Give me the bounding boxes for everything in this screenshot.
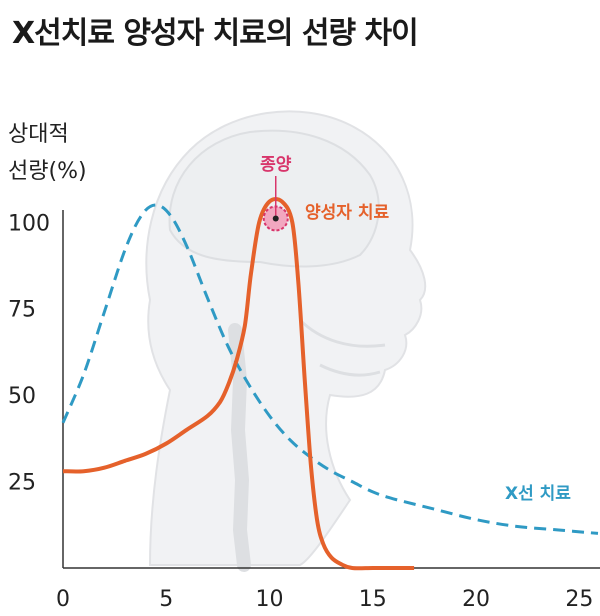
x-tick-label: 15 — [359, 587, 387, 612]
tumor-marker: 종양 — [260, 155, 292, 232]
chart-title: X선치료 양성자 치료의 선량 차이 — [12, 16, 419, 51]
y-tick-label: 50 — [8, 384, 36, 409]
tumor-label: 종양 — [260, 155, 292, 175]
series-label-xray: X선 치료 — [505, 484, 571, 504]
series-label-proton: 양성자 치료 — [305, 203, 389, 223]
x-tick-label: 0 — [56, 587, 70, 612]
tumor-center-dot — [272, 215, 279, 222]
series-layer — [61, 196, 599, 571]
axes — [62, 210, 600, 569]
spine-icon — [228, 323, 251, 572]
y-tick-label: 100 — [8, 211, 50, 236]
y-tick-label: 25 — [8, 471, 36, 496]
y-ticks: 25 50 75 100 — [8, 211, 50, 495]
x-tick-label: 20 — [462, 587, 490, 612]
x-ticks: 0 5 10 15 20 25 — [56, 587, 593, 612]
x-tick-label: 10 — [256, 587, 284, 612]
series-line-0 — [61, 203, 599, 535]
series-line-1 — [62, 196, 415, 571]
jaw-icon — [298, 318, 386, 377]
y-tick-label: 75 — [8, 298, 36, 323]
y-axis-label-line-1: 상대적 — [8, 122, 69, 147]
x-tick-label: 25 — [565, 587, 593, 612]
y-axis-label-line-2: 선량(%) — [8, 159, 87, 184]
head-illustration — [145, 110, 427, 572]
x-tick-label: 5 — [159, 587, 173, 612]
